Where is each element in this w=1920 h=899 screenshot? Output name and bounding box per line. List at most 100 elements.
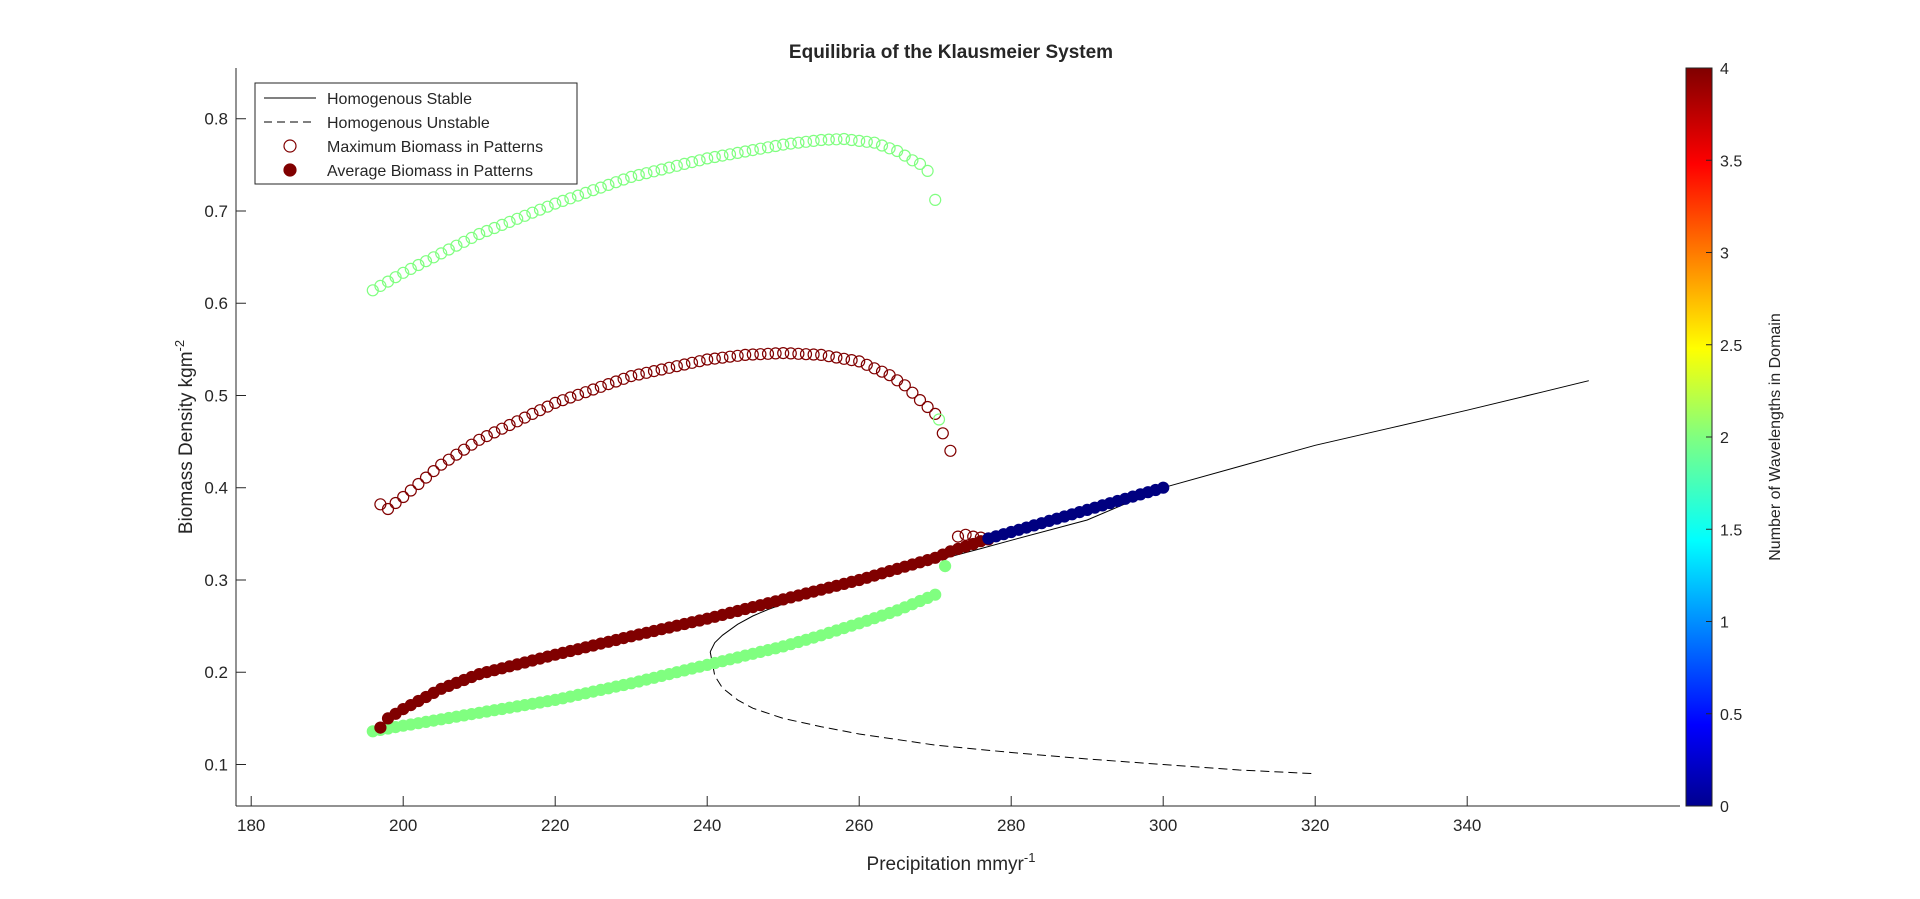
maximum-biomass-point	[419, 255, 433, 268]
maximum-biomass-point	[381, 275, 395, 288]
maximum-biomass-point	[609, 375, 623, 388]
maximum-biomass-point	[807, 348, 820, 361]
maximum-biomass-point	[495, 218, 509, 231]
maximum-biomass-point	[746, 144, 759, 157]
maximum-biomass-point	[427, 251, 440, 264]
x-axis-label-text: Precipitation mmyr	[867, 854, 1025, 875]
maximum-biomass-point	[822, 133, 835, 146]
maximum-biomass-point	[951, 530, 965, 543]
maximum-biomass-point	[594, 380, 607, 393]
colorbar-tick-label: 3	[1720, 246, 1729, 263]
legend-item: Average Biomass in Patterns	[283, 163, 533, 180]
maximum-biomass-point	[670, 159, 683, 172]
maximum-biomass-point	[792, 136, 805, 149]
maximum-biomass-point	[579, 186, 592, 199]
x-axis-label-sup: -1	[1024, 850, 1036, 865]
x-tick-label: 320	[1301, 816, 1329, 835]
maximum-biomass-point	[625, 370, 638, 383]
maximum-biomass-point	[381, 502, 395, 516]
x-tick-label: 220	[541, 816, 569, 835]
maximum-biomass-point	[837, 352, 851, 365]
maximum-biomass-point	[511, 415, 524, 428]
x-tick-label: 280	[997, 816, 1025, 835]
x-tick-label: 340	[1453, 816, 1481, 835]
maximum-biomass-point	[853, 134, 866, 147]
maximum-biomass-point	[594, 181, 607, 194]
maximum-biomass-point	[404, 484, 417, 497]
maximum-biomass-point	[541, 400, 554, 413]
maximum-biomass-point	[685, 156, 699, 169]
maximum-biomass-point	[936, 427, 949, 440]
maximum-biomass-point	[625, 170, 638, 183]
maximum-biomass-point	[465, 231, 478, 244]
maximum-biomass-point	[777, 138, 790, 151]
maximum-biomass-point	[495, 422, 509, 435]
x-tick-label: 200	[389, 816, 417, 835]
maximum-biomass-point	[746, 348, 759, 361]
y-tick-label: 0.3	[204, 571, 228, 590]
maximum-biomass-point	[435, 247, 448, 260]
maximum-biomass-point	[526, 407, 539, 420]
maximum-biomass-point	[412, 258, 425, 272]
homogenous-stable-line	[709, 380, 1589, 653]
average-biomass-point	[1157, 481, 1170, 494]
maximum-biomass-point	[716, 351, 729, 364]
maximum-biomass-point	[617, 372, 630, 385]
maximum-biomass-point	[617, 173, 630, 186]
maximum-biomass-point	[640, 366, 653, 379]
maximum-biomass-point	[397, 490, 410, 504]
maximum-biomass-point	[533, 203, 547, 216]
maximum-biomass-point	[898, 379, 911, 392]
maximum-biomass-point	[807, 134, 820, 147]
maximum-biomass-point	[769, 347, 782, 360]
x-axis-label: Precipitation mmyr-1	[867, 850, 1036, 875]
maximum-biomass-point	[868, 362, 881, 375]
y-axis-label-sup: -2	[172, 340, 187, 352]
maximum-biomass-point	[739, 145, 752, 158]
maximum-biomass-point	[473, 433, 486, 446]
maximum-biomass-point	[518, 411, 531, 424]
maximum-biomass-point	[875, 139, 889, 152]
y-ticks: 0.1 0.2 0.3 0.4 0.5 0.6 0.7 0.8	[204, 110, 246, 774]
maximum-biomass-point	[541, 200, 554, 213]
maximum-biomass-point	[906, 154, 919, 167]
maximum-biomass-point	[830, 133, 843, 146]
y-tick-label: 0.4	[204, 479, 228, 498]
colorbar-tick-label: 0	[1720, 799, 1729, 816]
maximum-biomass-point	[815, 348, 828, 361]
maximum-biomass-point	[571, 388, 585, 401]
maximum-biomass-point	[883, 142, 896, 155]
maximum-biomass-point	[860, 135, 873, 148]
maximum-biomass-point	[480, 224, 493, 238]
maximum-biomass-point	[602, 378, 615, 391]
maximum-biomass-point	[374, 279, 387, 292]
maximum-biomass-point	[579, 386, 592, 399]
maximum-biomass-point	[503, 215, 516, 228]
maximum-biomass-point	[761, 347, 775, 360]
x-tick-label: 260	[845, 816, 873, 835]
maximum-biomass-point	[716, 149, 729, 162]
maximum-biomass-point	[944, 444, 957, 457]
maximum-biomass-point	[404, 262, 417, 275]
legend-label: Average Biomass in Patterns	[327, 163, 533, 180]
y-axis-label-text: Biomass Density kgm	[176, 351, 197, 534]
maximum-biomass-point	[868, 136, 881, 149]
maximum-biomass-point	[609, 176, 623, 189]
maximum-biomass-point	[457, 443, 471, 456]
maximum-biomass-point	[860, 358, 873, 371]
y-axis-label: Biomass Density kgm-2	[172, 340, 197, 534]
colorbar-tick-label: 1	[1720, 615, 1729, 632]
maximum-biomass-point	[564, 391, 577, 404]
maximum-biomass-point	[723, 350, 737, 363]
maximum-biomass-point	[891, 374, 904, 387]
maximum-biomass-point	[959, 528, 972, 541]
maximum-biomass-point	[845, 354, 858, 367]
maximum-biomass-point	[571, 189, 585, 202]
colorbar-tick-label: 3.5	[1720, 153, 1742, 170]
maximum-biomass-point	[701, 152, 714, 165]
homogenous-unstable-line	[709, 651, 1316, 775]
maximum-biomass-point	[457, 235, 471, 248]
maximum-biomass-point	[663, 361, 676, 374]
maximum-biomass-point	[435, 458, 448, 471]
